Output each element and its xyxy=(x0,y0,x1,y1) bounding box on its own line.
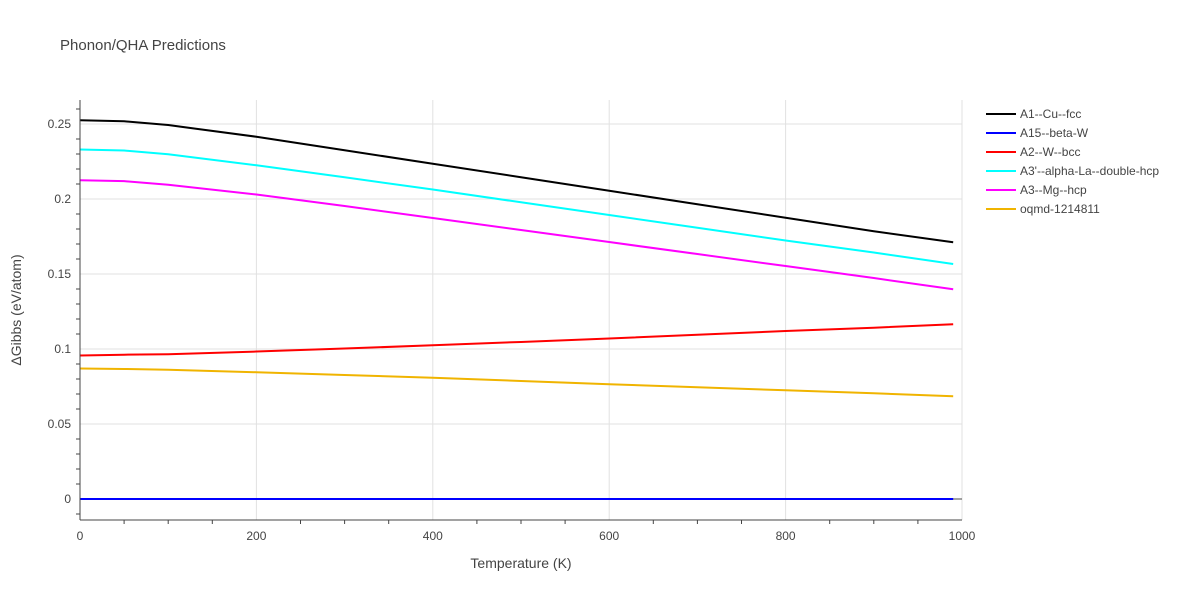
legend-label-2: A2--W--bcc xyxy=(1020,145,1080,159)
series-line-3[interactable] xyxy=(79,148,954,265)
legend-item-5[interactable]: oqmd-1214811 xyxy=(986,202,1100,216)
x-tick-label-0: 0 xyxy=(77,529,84,543)
y-tick-label-0: 0 xyxy=(64,492,71,506)
series-lines xyxy=(79,119,954,500)
series-line-5[interactable] xyxy=(79,367,954,398)
legend-item-0[interactable]: A1--Cu--fcc xyxy=(986,107,1081,121)
y-axis-title: ΔGibbs (eV/atom) xyxy=(8,254,24,365)
legend-item-3[interactable]: A3'--alpha-La--double-hcp xyxy=(986,164,1159,178)
legend-label-1: A15--beta-W xyxy=(1020,126,1089,140)
y-tick-label-4: 0.2 xyxy=(54,192,71,206)
legend-label-5: oqmd-1214811 xyxy=(1020,202,1100,216)
legend[interactable]: A1--Cu--fcc A15--beta-W A2--W--bcc A3'--alp… xyxy=(986,107,1159,216)
y-tick-label-1: 0.05 xyxy=(48,417,72,431)
x-tick-label-5: 1000 xyxy=(949,529,976,543)
legend-item-1[interactable]: A15--beta-W xyxy=(986,126,1089,140)
y-tick-label-5: 0.25 xyxy=(48,117,72,131)
y-tick-label-3: 0.15 xyxy=(48,267,72,281)
series-line-0[interactable] xyxy=(79,119,954,244)
chart-title: Phonon/QHA Predictions xyxy=(60,37,226,54)
x-tick-label-1: 200 xyxy=(246,529,266,543)
y-tick-label-2: 0.1 xyxy=(54,342,71,356)
legend-label-3: A3'--alpha-La--double-hcp xyxy=(1020,164,1159,178)
legend-item-2[interactable]: A2--W--bcc xyxy=(986,145,1080,159)
x-tick-label-2: 400 xyxy=(423,529,443,543)
series-line-4[interactable] xyxy=(79,179,954,291)
legend-item-4[interactable]: A3--Mg--hcp xyxy=(986,183,1087,197)
y-axis-ticks: 0 0.05 0.1 0.15 0.2 0.25 xyxy=(48,117,72,506)
x-axis-ticks: 0 200 400 600 800 1000 xyxy=(77,529,976,543)
x-tick-label-4: 800 xyxy=(776,529,796,543)
legend-label-4: A3--Mg--hcp xyxy=(1020,183,1087,197)
series-line-2[interactable] xyxy=(79,323,954,357)
axes xyxy=(76,100,962,524)
grid-lines xyxy=(80,100,963,520)
legend-label-0: A1--Cu--fcc xyxy=(1020,107,1081,121)
x-axis-title: Temperature (K) xyxy=(470,555,571,571)
x-tick-label-3: 600 xyxy=(599,529,619,543)
